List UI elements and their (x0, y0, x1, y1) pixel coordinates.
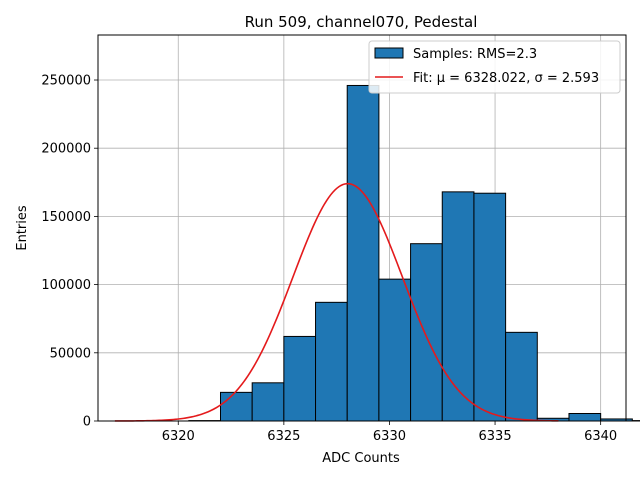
legend-box (368, 40, 621, 94)
y-tick-label: 150000 (41, 210, 91, 225)
histogram-bar (441, 191, 475, 422)
y-tick-label: 0 (83, 415, 91, 430)
legend-swatch-samples (374, 47, 404, 59)
histogram-bars (188, 84, 640, 422)
histogram-bar (410, 243, 443, 422)
legend-label-samples: Samples: RMS=2.3 (413, 47, 537, 62)
histogram-bar (315, 301, 348, 422)
histogram-bar (378, 278, 412, 422)
axis-ticks: 6320 6325 6330 6335 6340 0 50000 100000 150000 20… (41, 74, 617, 444)
legend: Samples: RMS=2.3 Fit: μ = 6328.022, σ = … (368, 40, 621, 94)
legend-label-fit: Fit: μ = 6328.022, σ = 2.593 (413, 71, 599, 86)
x-tick-label: 6335 (479, 429, 512, 444)
plot-frame (97, 34, 627, 422)
histogram-bar (568, 412, 602, 422)
x-tick-label: 6325 (267, 429, 300, 444)
histogram-bar (251, 382, 285, 422)
y-tick-label: 250000 (41, 74, 91, 89)
histogram-bar (346, 84, 380, 422)
chart-title: Run 509, channel070, Pedestal (245, 13, 478, 31)
histogram-bar (283, 335, 317, 422)
fit-curve (114, 182, 559, 422)
y-tick-label: 200000 (41, 142, 91, 157)
x-axis-label: ADC Counts (322, 451, 400, 466)
histogram-bar (219, 391, 253, 422)
x-tick-label: 6330 (373, 429, 406, 444)
y-tick-label: 100000 (41, 278, 91, 293)
y-axis-label: Entries (15, 205, 30, 251)
x-tick-label: 6340 (584, 429, 617, 444)
histogram-bar (473, 192, 507, 422)
x-tick-label: 6320 (162, 429, 195, 444)
y-tick-label: 50000 (50, 346, 91, 361)
fit-line (114, 182, 559, 422)
histogram-bar (505, 331, 538, 422)
